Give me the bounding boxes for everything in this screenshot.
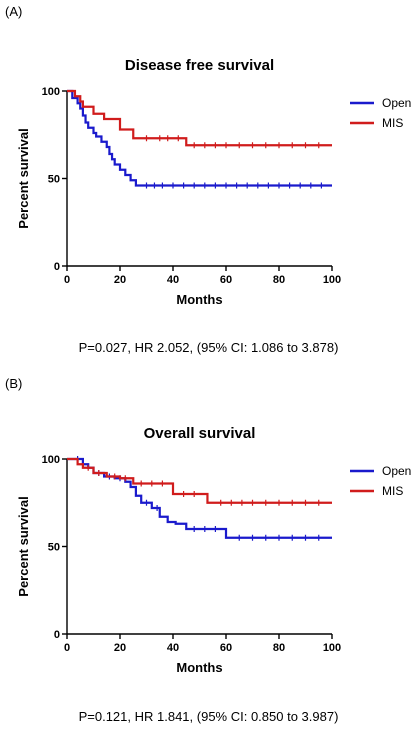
y-tick-label: 0 <box>54 261 60 273</box>
survival-curve-mis <box>67 89 332 147</box>
x-tick-label: 100 <box>323 642 341 654</box>
panel-a-label: (A) <box>5 4 23 19</box>
survival-curve-open <box>67 457 332 539</box>
x-tick-label: 0 <box>64 642 70 654</box>
chart-title: Disease free survival <box>125 57 274 74</box>
legend-label-mis: MIS <box>382 116 403 130</box>
y-tick-label: 100 <box>42 454 60 466</box>
disease-free-survival-chart: Disease free survival 0 50 100 0 20 40 60 80 100 M… <box>16 57 411 307</box>
y-tick-label: 50 <box>48 542 60 554</box>
panel-b-stats: P=0.121, HR 1.841, (95% CI: 0.850 to 3.9… <box>78 709 339 724</box>
y-tick-label: 50 <box>48 174 60 186</box>
y-tick-label: 100 <box>42 86 60 98</box>
overall-survival-chart: Overall survival 0 50 100 0 20 40 60 80 100 Months… <box>16 425 411 675</box>
x-axis-label: Months <box>176 292 222 307</box>
x-tick-label: 60 <box>220 274 232 286</box>
survival-curve-open <box>67 89 332 187</box>
x-tick-label: 80 <box>273 274 285 286</box>
x-tick-label: 100 <box>323 274 341 286</box>
x-tick-label: 20 <box>114 642 126 654</box>
survival-curve-mis <box>67 457 332 504</box>
y-axis-label: Percent survival <box>16 496 31 596</box>
panel-b-label: (B) <box>5 376 23 391</box>
x-tick-label: 20 <box>114 274 126 286</box>
legend-label-open: Open <box>382 96 411 110</box>
x-tick-label: 40 <box>167 274 179 286</box>
panel-a-stats: P=0.027, HR 2.052, (95% CI: 1.086 to 3.8… <box>78 340 339 355</box>
x-tick-label: 40 <box>167 642 179 654</box>
chart-title: Overall survival <box>144 425 256 442</box>
y-axis-label: Percent survival <box>16 128 31 228</box>
x-tick-label: 60 <box>220 642 232 654</box>
legend-label-open: Open <box>382 464 411 478</box>
x-axis-label: Months <box>176 660 222 675</box>
y-tick-label: 0 <box>54 629 60 641</box>
x-tick-label: 0 <box>64 274 70 286</box>
legend-label-mis: MIS <box>382 484 403 498</box>
x-tick-label: 80 <box>273 642 285 654</box>
